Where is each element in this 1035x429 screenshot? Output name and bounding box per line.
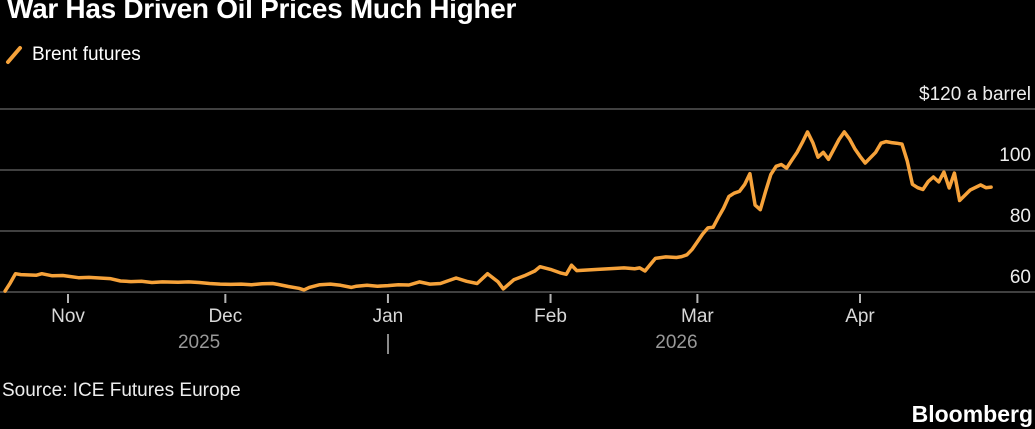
diagonal-stroke-icon xyxy=(6,46,22,64)
x-axis-month-label: Apr xyxy=(845,306,875,327)
y-axis-label: 80 xyxy=(1009,206,1031,227)
legend: Brent futures xyxy=(5,43,141,67)
x-axis-year-label: 2026 xyxy=(655,332,698,353)
price-line xyxy=(3,130,993,293)
bloomberg-logo: Bloomberg xyxy=(911,401,1033,427)
year-divider xyxy=(386,334,389,354)
chart-title: War Has Driven Oil Prices Much Higher xyxy=(7,0,517,24)
x-axis-month-label: Jan xyxy=(372,306,404,327)
x-axis-month-label: Dec xyxy=(208,306,243,327)
x-axis-month-label: Nov xyxy=(51,306,85,327)
legend-series-label: Brent futures xyxy=(32,44,141,65)
source-note: Source: ICE Futures Europe xyxy=(2,380,241,401)
x-axis-year-label: 2025 xyxy=(177,332,221,353)
y-axis-label: 100 xyxy=(999,145,1031,166)
x-axis-month-label: Feb xyxy=(534,306,567,327)
x-axis-month-label: Mar xyxy=(681,306,714,327)
y-axis-label: $120 a barrel xyxy=(919,84,1031,105)
y-axis-label: 60 xyxy=(1009,267,1031,288)
